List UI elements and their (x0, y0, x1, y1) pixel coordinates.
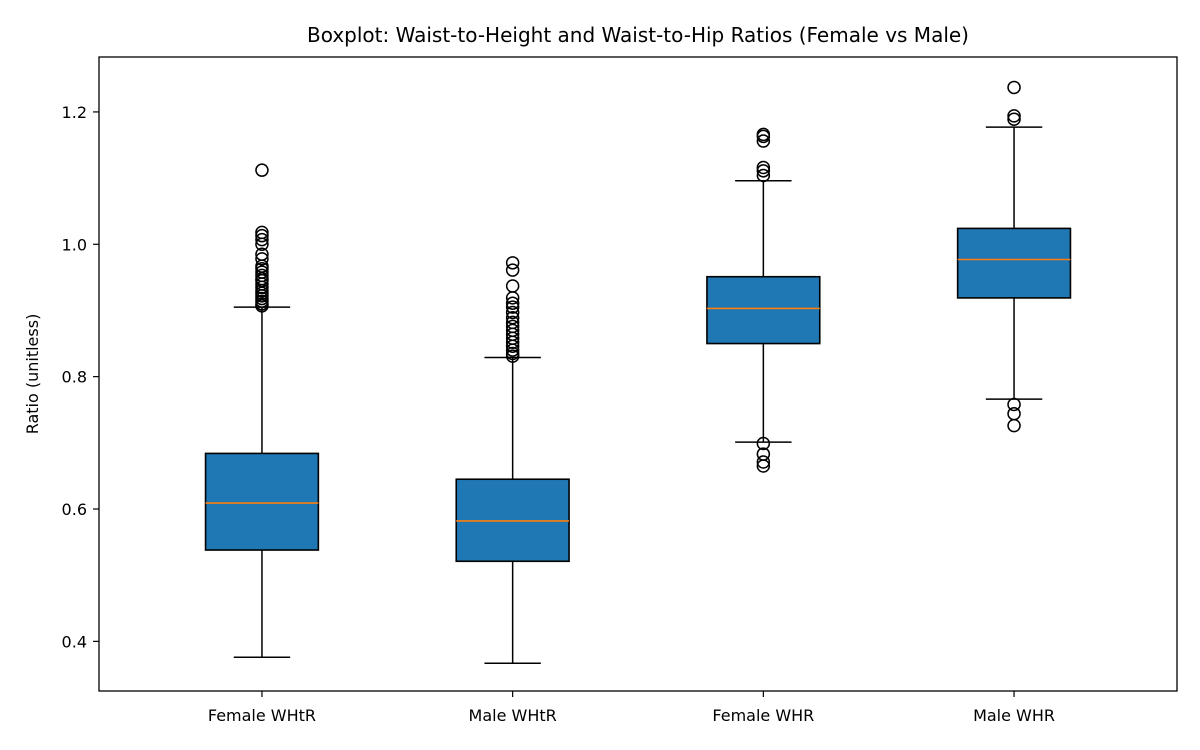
outlier-point (255, 228, 269, 243)
outlier-point (505, 343, 520, 357)
box (706, 275, 821, 345)
y-tick-label: 0.8 (62, 368, 87, 387)
plot-frame (98, 56, 1178, 692)
outlier-point (255, 232, 269, 247)
outlier-point (255, 237, 269, 252)
chart-title: Boxplot: Waist-to-Height and Waist-to-Hi… (307, 23, 969, 47)
outlier-point (1007, 418, 1021, 433)
outlier-point (756, 436, 771, 451)
outlier-point (1007, 112, 1021, 126)
x-tick-label: Female WHtR (208, 706, 316, 725)
outlier-point (505, 349, 520, 363)
outlier-point (756, 459, 771, 473)
box (956, 227, 1072, 299)
outlier-point (756, 160, 771, 175)
box (204, 452, 320, 551)
outlier-point (505, 296, 520, 310)
y-axis-label: Ratio (unitless) (23, 314, 42, 435)
outlier-point (255, 299, 269, 313)
x-tick-label: Female WHR (712, 706, 814, 725)
outlier-point (1007, 80, 1021, 95)
y-tick-label: 0.4 (62, 632, 87, 651)
outlier-point (756, 164, 771, 178)
outlier-point (505, 263, 520, 277)
y-tick-label: 0.6 (62, 500, 87, 519)
outlier-point (255, 163, 269, 177)
y-tick-label: 1.2 (62, 103, 87, 122)
outlier-point (756, 134, 771, 148)
outlier-point (756, 455, 771, 469)
outlier-point (505, 305, 520, 320)
outlier-point (505, 256, 520, 270)
x-tick-label: Male WHR (973, 706, 1055, 725)
outlier-point (505, 339, 520, 353)
outlier-point (255, 252, 269, 266)
outlier-point (1007, 397, 1021, 412)
x-tick-label: Male WHtR (469, 706, 557, 725)
outlier-point (756, 129, 771, 144)
outlier-point (756, 168, 771, 183)
outlier-point (505, 291, 520, 305)
plot-area: 0.4 0.6 0.8 1.0 1.2 Female WHtR Male WHtR Femal… (62, 80, 1072, 725)
outlier-point (1007, 109, 1021, 123)
y-tick-label: 1.0 (62, 235, 87, 254)
outlier-point (505, 300, 520, 314)
